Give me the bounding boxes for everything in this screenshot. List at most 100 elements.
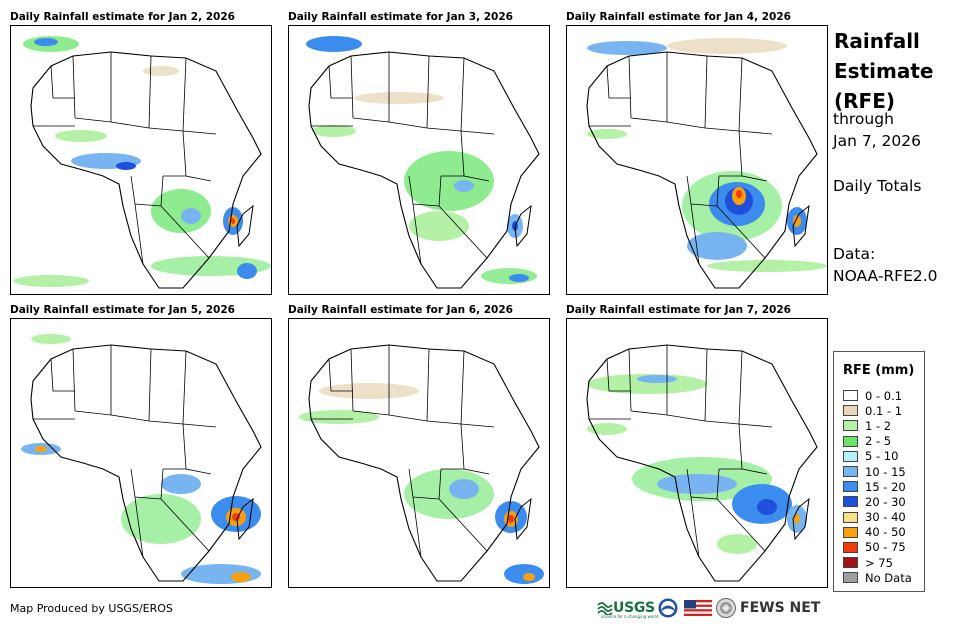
- map-panel-jan-7: Daily Rainfall estimate for Jan 7, 2026: [566, 303, 828, 588]
- map-credit: Map Produced by USGS/EROS: [10, 602, 173, 615]
- legend-swatch: [843, 405, 858, 417]
- legend-item: 0.1 - 1: [843, 403, 912, 418]
- legend-label: 10 - 15: [865, 464, 906, 479]
- legend-item: 10 - 15: [843, 464, 912, 479]
- map-panel-jan-6: Daily Rainfall estimate for Jan 6, 2026: [288, 303, 550, 588]
- legend-label: > 75: [865, 555, 893, 570]
- usgs-wordmark: USGS: [613, 600, 655, 616]
- rainfall-blobs: [306, 36, 537, 284]
- panel-title: Daily Rainfall estimate for Jan 3, 2026: [288, 11, 513, 23]
- legend-swatch: [843, 420, 858, 432]
- madagascar-outline: [236, 204, 254, 248]
- panel-title: Daily Rainfall estimate for Jan 6, 2026: [288, 304, 513, 316]
- state-dept-seal-icon: [716, 598, 736, 618]
- country-borders: [33, 345, 217, 558]
- panel-title: Daily Rainfall estimate for Jan 5, 2026: [10, 304, 235, 316]
- rfe-legend: RFE (mm) 0 - 0.1 0.1 - 1 1 - 2 2 - 5 5 -…: [833, 351, 925, 592]
- panel-title: Daily Rainfall estimate for Jan 4, 2026: [566, 11, 791, 23]
- noaa-logo: [658, 597, 678, 619]
- legend-swatch: [843, 511, 858, 523]
- legend-item: 30 - 40: [843, 510, 912, 525]
- rainfall-map-svg: [586, 344, 818, 582]
- africa-outline: [308, 344, 540, 582]
- country-borders: [589, 345, 773, 558]
- legend-label: 15 - 20: [865, 479, 906, 494]
- map-panel-jan-2: Daily Rainfall estimate for Jan 2, 2026: [10, 10, 272, 295]
- madagascar-outline: [514, 204, 532, 248]
- data-source: NOAA-RFE2.0: [833, 267, 938, 285]
- legend-label: 1 - 2: [865, 418, 892, 433]
- legend-item: 1 - 2: [843, 418, 912, 433]
- rainfall-blobs: [21, 334, 261, 584]
- legend-item: 5 - 10: [843, 449, 912, 464]
- legend-swatch: [843, 572, 858, 584]
- fews-net-wordmark: FEWS NET: [740, 600, 821, 616]
- rfe-title: Rainfall Estimate (RFE): [834, 26, 933, 116]
- legend-item: 40 - 50: [843, 525, 912, 540]
- legend-label: 2 - 5: [865, 434, 892, 449]
- title-line: (RFE): [834, 89, 896, 113]
- madagascar-outline: [236, 497, 254, 541]
- rainfall-map: [10, 318, 272, 588]
- data-label: Data:: [833, 245, 876, 263]
- legend-rows: 0 - 0.1 0.1 - 1 1 - 2 2 - 5 5 - 10 10 - …: [843, 388, 912, 585]
- fews-net-logo: FEWS NET: [716, 597, 820, 619]
- legend-label: No Data: [865, 570, 912, 585]
- map-panel-jan-5: Daily Rainfall estimate for Jan 5, 2026: [10, 303, 272, 588]
- rainfall-map-svg: [299, 344, 544, 584]
- country-borders: [33, 52, 217, 265]
- map-panel-jan-4: Daily Rainfall estimate for Jan 4, 2026: [566, 10, 828, 295]
- through-date: Jan 7, 2026: [833, 132, 921, 150]
- us-flag-icon: [684, 600, 712, 616]
- legend-label: 50 - 75: [865, 540, 906, 555]
- legend-item: 50 - 75: [843, 540, 912, 555]
- title-line: Rainfall: [834, 29, 920, 53]
- legend-label: 0 - 0.1: [865, 388, 903, 403]
- rainfall-map: [566, 25, 828, 295]
- legend-swatch: [843, 481, 858, 493]
- rainfall-blobs: [587, 38, 827, 272]
- rainfall-map: [288, 25, 550, 295]
- rainfall-map-svg: [306, 36, 540, 289]
- legend-item: 15 - 20: [843, 479, 912, 494]
- rainfall-blobs: [587, 374, 807, 554]
- rainfall-map: [566, 318, 828, 588]
- map-panel-jan-3: Daily Rainfall estimate for Jan 3, 2026: [288, 10, 550, 295]
- rainfall-map: [10, 25, 272, 295]
- africa-outline: [30, 344, 262, 582]
- legend-swatch: [843, 557, 858, 569]
- rainfall-blobs: [299, 383, 544, 584]
- rainfall-map-svg: [13, 36, 271, 289]
- rainfall-map-svg: [586, 38, 827, 289]
- panel-title: Daily Rainfall estimate for Jan 2, 2026: [10, 11, 235, 23]
- country-borders: [311, 52, 495, 265]
- legend-swatch: [843, 466, 858, 478]
- usgs-wave-icon: [597, 602, 613, 615]
- rainfall-blobs: [13, 36, 271, 287]
- legend-swatch: [843, 450, 858, 462]
- legend-label: 30 - 40: [865, 510, 906, 525]
- legend-swatch: [843, 435, 858, 447]
- legend-item: > 75: [843, 555, 912, 570]
- legend-title: RFE (mm): [843, 363, 915, 378]
- legend-swatch: [843, 390, 858, 402]
- rainfall-map: [288, 318, 550, 588]
- panel-title: Daily Rainfall estimate for Jan 7, 2026: [566, 304, 791, 316]
- legend-item: No Data: [843, 570, 912, 585]
- madagascar-outline: [792, 497, 810, 541]
- usgs-tagline: science for a changing world: [601, 614, 659, 619]
- country-borders: [589, 52, 773, 265]
- madagascar-outline: [792, 204, 810, 248]
- daily-totals-label: Daily Totals: [833, 177, 922, 195]
- legend-item: 20 - 30: [843, 494, 912, 509]
- us-flag-logo: [684, 597, 712, 619]
- legend-swatch: [843, 526, 858, 538]
- rainfall-map-svg: [21, 334, 262, 584]
- noaa-seal-icon: [658, 598, 678, 618]
- legend-item: 2 - 5: [843, 434, 912, 449]
- legend-label: 40 - 50: [865, 525, 906, 540]
- title-line: Estimate: [834, 59, 934, 83]
- usgs-logo: USGS science for a changing world: [597, 597, 659, 619]
- madagascar-outline: [514, 497, 532, 541]
- legend-swatch: [843, 541, 858, 553]
